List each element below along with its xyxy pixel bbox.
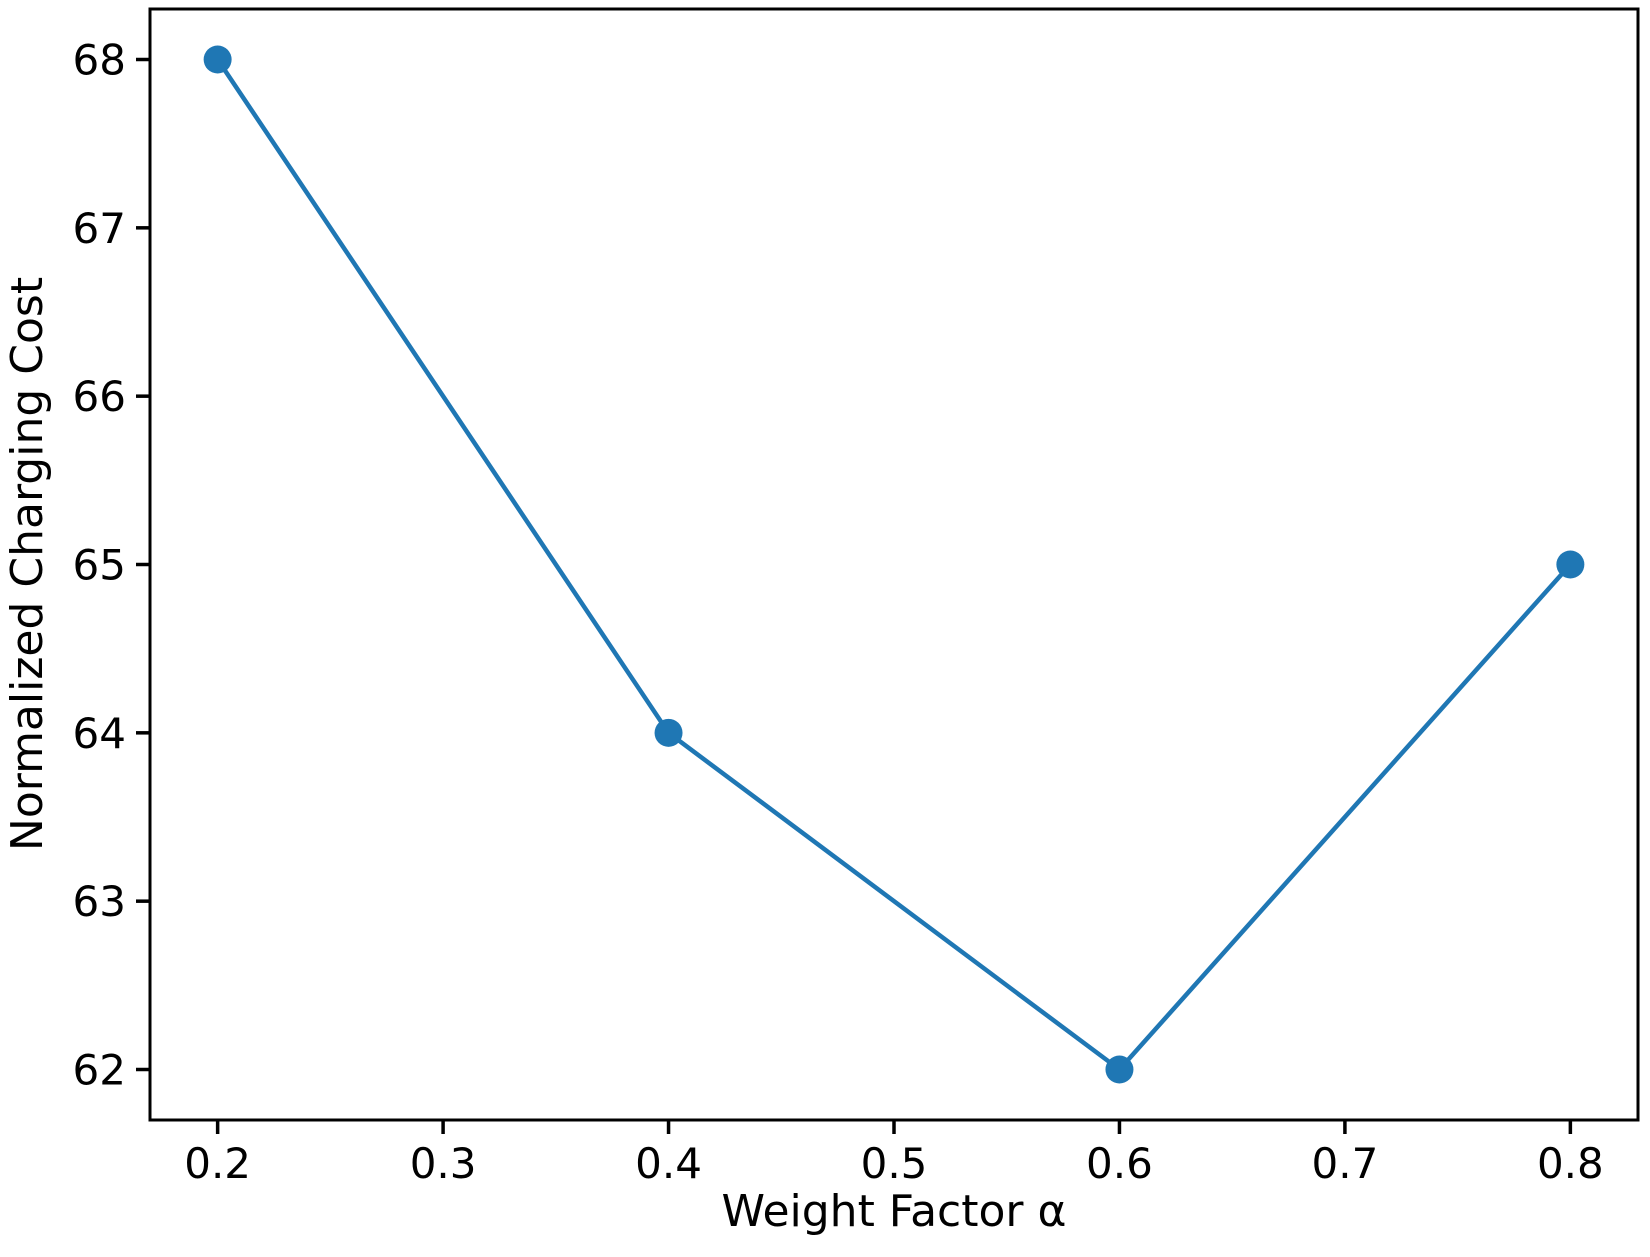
y-tick-label: 63	[73, 877, 126, 926]
data-point	[203, 45, 232, 74]
x-tick-label: 0.3	[410, 1139, 477, 1188]
y-tick-label: 64	[73, 709, 126, 758]
x-tick-label: 0.6	[1086, 1139, 1153, 1188]
x-tick-label: 0.2	[184, 1139, 251, 1188]
data-point	[1556, 550, 1585, 579]
y-axis-label: Normalized Charging Cost	[2, 276, 53, 852]
x-axis-label: Weight Factor α	[721, 1186, 1067, 1237]
y-tick-label: 66	[73, 372, 126, 421]
y-tick-label: 62	[73, 1046, 126, 1095]
x-tick-label: 0.4	[635, 1139, 702, 1188]
x-tick-label: 0.5	[861, 1139, 928, 1188]
data-line	[215, 57, 1573, 1072]
y-tick-label: 68	[73, 36, 126, 85]
y-tick-label: 67	[73, 204, 126, 253]
y-tick-label: 65	[73, 541, 126, 590]
data-point	[654, 718, 683, 747]
plot-frame	[148, 7, 1640, 1122]
data-point	[1105, 1055, 1134, 1084]
x-tick-label: 0.8	[1537, 1139, 1604, 1188]
x-tick-label: 0.7	[1312, 1139, 1379, 1188]
